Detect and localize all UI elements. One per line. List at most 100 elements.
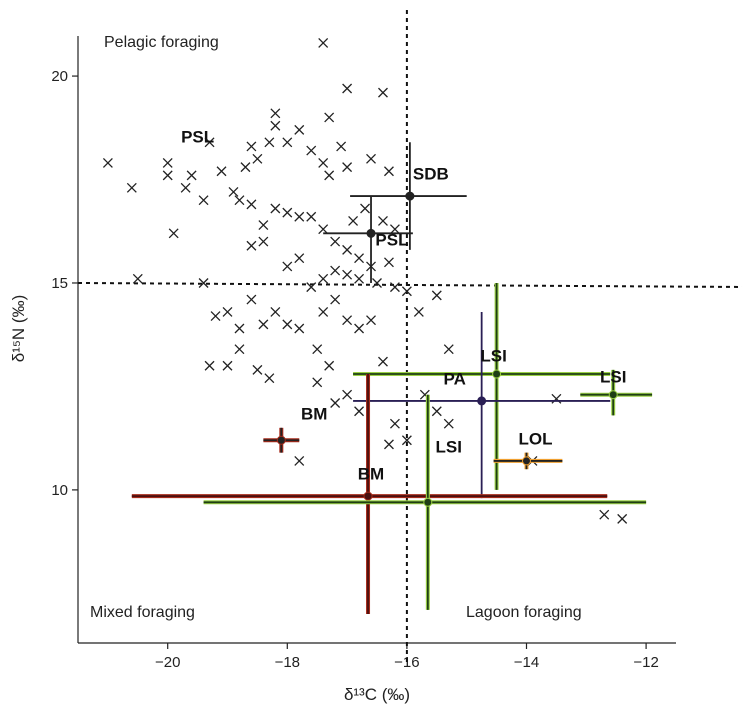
y-tick-label: 10 bbox=[51, 482, 68, 499]
sample-point bbox=[264, 373, 275, 384]
sample-point bbox=[342, 244, 353, 255]
estimate-mean-point bbox=[477, 396, 487, 406]
sample-point bbox=[234, 323, 245, 334]
sample-point bbox=[330, 265, 341, 276]
sample-point bbox=[342, 269, 353, 280]
sample-point bbox=[366, 153, 376, 164]
sample-points bbox=[102, 38, 628, 524]
estimate-mean-point bbox=[363, 491, 373, 501]
sample-point bbox=[389, 224, 400, 235]
sample-point bbox=[246, 294, 257, 305]
estimate-sdb bbox=[350, 142, 467, 250]
foraging-dividers bbox=[77, 10, 743, 665]
estimate-lsi bbox=[580, 369, 653, 416]
y-tick-label: 15 bbox=[51, 275, 68, 292]
estimate-label-pa: PA bbox=[444, 369, 466, 388]
sample-point bbox=[168, 228, 179, 239]
sample-point bbox=[431, 406, 442, 417]
sample-point bbox=[342, 162, 353, 173]
x-tick-label: −20 bbox=[155, 654, 180, 671]
sample-point bbox=[354, 273, 365, 284]
sample-point bbox=[330, 398, 341, 408]
sample-point bbox=[306, 282, 317, 293]
sample-point bbox=[336, 141, 347, 152]
sample-point bbox=[378, 215, 388, 226]
sample-point bbox=[252, 153, 263, 164]
sample-point bbox=[270, 120, 281, 131]
sample-point bbox=[246, 240, 257, 251]
sample-point bbox=[126, 182, 137, 193]
sample-point bbox=[234, 195, 245, 206]
axes bbox=[77, 36, 676, 644]
x-tick-label: −12 bbox=[633, 654, 658, 671]
sample-point bbox=[413, 306, 424, 317]
estimate-label-lsi: LSI bbox=[480, 347, 506, 366]
sample-point bbox=[294, 455, 305, 466]
sample-point bbox=[258, 220, 269, 231]
x-ticks: −20 −18 −16 −14 −12 bbox=[155, 643, 659, 671]
sample-point bbox=[132, 273, 143, 284]
estimate-pa bbox=[353, 311, 611, 499]
sample-point bbox=[270, 306, 281, 317]
sample-point bbox=[294, 323, 305, 334]
y-ticks: 10 15 20 bbox=[51, 68, 78, 499]
sample-point bbox=[294, 124, 305, 135]
sample-point bbox=[180, 182, 191, 193]
x-axis-title: δ¹³C (‰) bbox=[344, 685, 410, 704]
sample-point bbox=[282, 207, 293, 218]
sample-point bbox=[258, 319, 269, 330]
quadrant-label-lagoon: Lagoon foraging bbox=[466, 604, 582, 621]
estimate-label-lsi: LSI bbox=[436, 438, 462, 457]
sample-point bbox=[234, 344, 245, 355]
sample-point bbox=[372, 278, 382, 288]
sample-point bbox=[222, 360, 233, 371]
estimate-mean-point bbox=[608, 390, 618, 400]
sample-point bbox=[306, 211, 317, 222]
sample-point bbox=[240, 162, 251, 173]
estimate-mean-point bbox=[366, 228, 376, 238]
sample-point bbox=[384, 166, 394, 177]
sample-point bbox=[210, 311, 221, 322]
sample-point bbox=[431, 290, 442, 301]
horizontal-divider-line bbox=[77, 281, 743, 288]
sample-point bbox=[270, 203, 281, 214]
y-axis-title: δ¹⁵N (‰) bbox=[9, 295, 28, 363]
sample-point bbox=[342, 389, 353, 400]
sample-point bbox=[617, 513, 628, 524]
sample-point bbox=[204, 360, 215, 371]
sample-point bbox=[389, 282, 400, 293]
sample-point bbox=[318, 306, 329, 317]
estimate-psl bbox=[323, 196, 413, 283]
sample-point bbox=[216, 166, 227, 177]
sample-point bbox=[354, 323, 365, 334]
sample-point bbox=[246, 199, 257, 210]
sample-point bbox=[378, 87, 388, 98]
sample-point bbox=[551, 393, 562, 404]
sample-point bbox=[342, 83, 353, 94]
sample-point bbox=[389, 418, 400, 429]
estimate-errorbars bbox=[131, 142, 653, 615]
estimate-bm bbox=[263, 427, 300, 453]
sample-point bbox=[228, 186, 239, 197]
quadrant-label-pelagic: Pelagic foraging bbox=[104, 34, 219, 51]
sample-point bbox=[198, 278, 209, 288]
sample-point bbox=[354, 406, 365, 417]
x-tick-label: −16 bbox=[394, 654, 419, 671]
sample-point bbox=[102, 158, 113, 168]
sample-point bbox=[348, 215, 359, 226]
estimate-label-bm: BM bbox=[301, 405, 327, 424]
sample-point bbox=[324, 360, 335, 371]
sample-point bbox=[306, 145, 317, 156]
sample-point bbox=[354, 253, 365, 264]
estimate-label-psl: PSL bbox=[375, 231, 408, 250]
estimate-label-lsi: LSI bbox=[600, 367, 626, 386]
sample-point bbox=[186, 170, 197, 181]
sample-point bbox=[324, 170, 335, 181]
sample-point bbox=[312, 344, 323, 355]
sample-point bbox=[252, 364, 263, 375]
sample-point bbox=[282, 261, 293, 272]
estimate-label-bm: BM bbox=[358, 465, 384, 484]
sample-point bbox=[443, 418, 454, 429]
sample-point bbox=[258, 236, 269, 247]
